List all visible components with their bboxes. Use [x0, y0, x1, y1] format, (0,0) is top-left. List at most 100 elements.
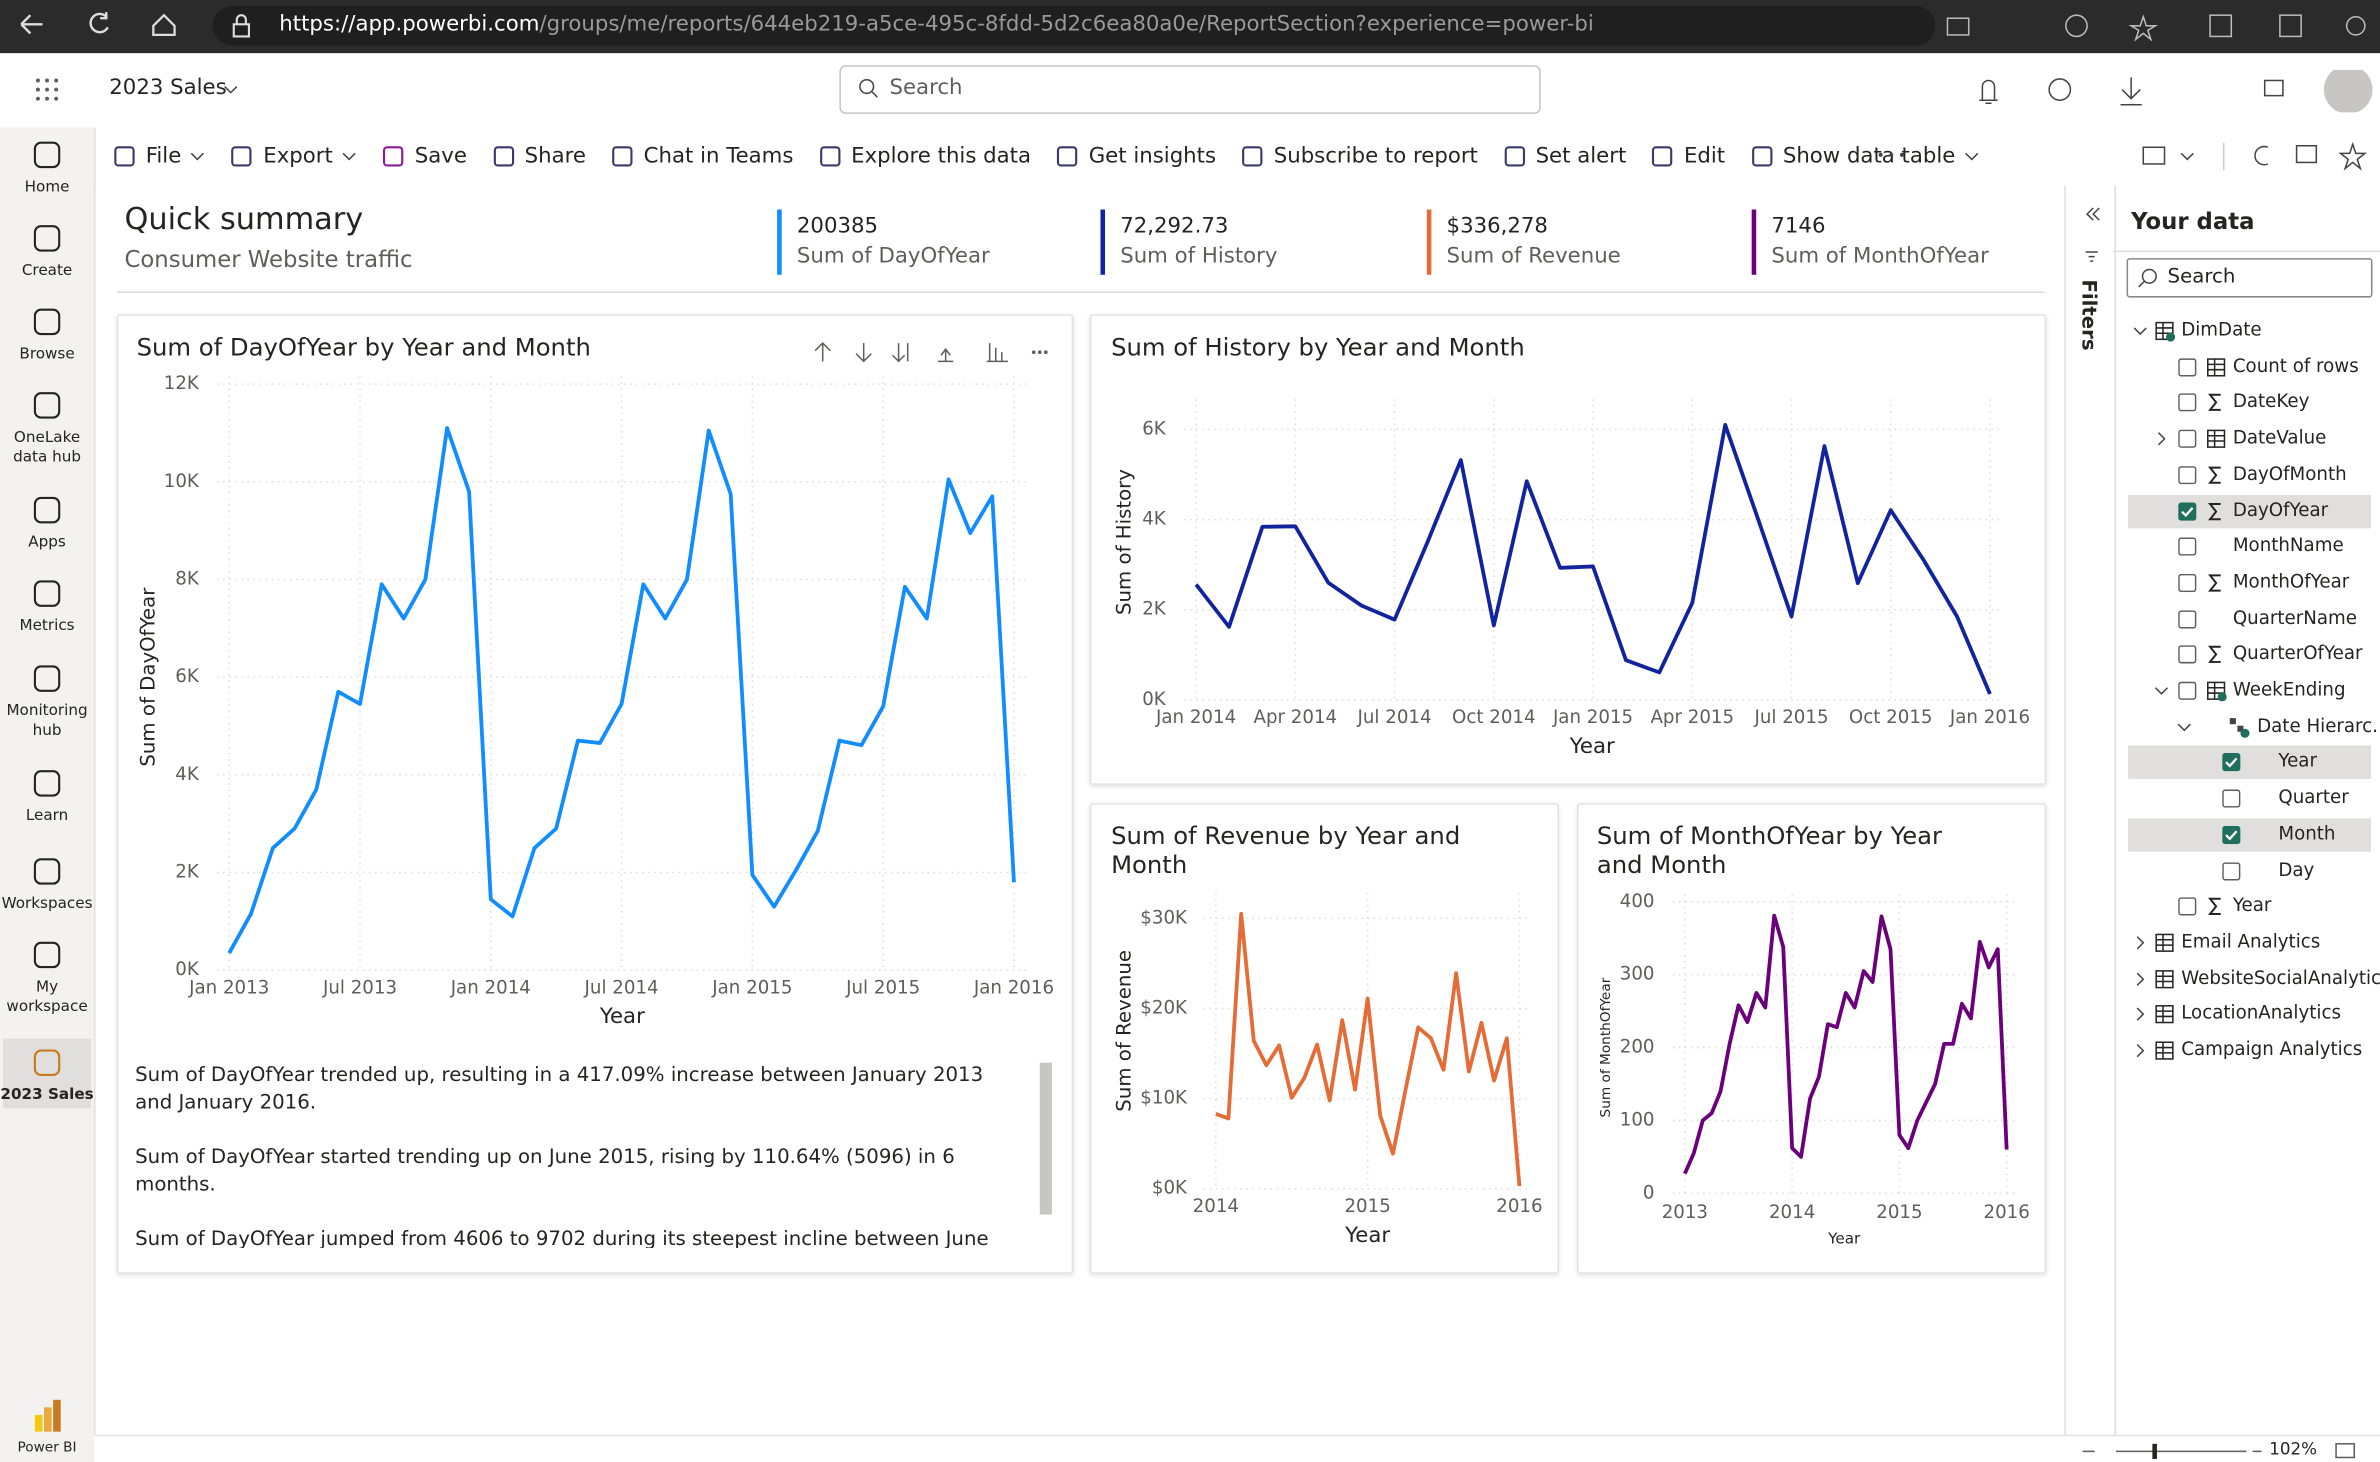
nav-label[interactable]: Learn	[25, 807, 69, 825]
zoom-slider[interactable]	[2080, 1441, 2262, 1462]
field-label[interactable]: QuarterName	[2232, 606, 2357, 628]
refresh[interactable]	[2254, 145, 2269, 166]
field-label[interactable]: DateKey	[2232, 390, 2310, 413]
help[interactable]	[2191, 76, 2217, 103]
reload-button[interactable]	[89, 12, 109, 34]
scrollbar[interactable]	[1039, 1062, 1052, 1215]
expand-toggle[interactable]	[2133, 971, 2148, 986]
toolbar-button[interactable]: Save	[381, 144, 467, 169]
checkbox[interactable]	[2222, 861, 2241, 880]
field-label[interactable]: Campaign Analytics	[2181, 1038, 2363, 1060]
field-label[interactable]: DimDate	[2181, 318, 2262, 341]
field-label[interactable]: Date Hierarc...	[2257, 714, 2380, 736]
field-label[interactable]: Month	[2278, 822, 2336, 844]
checkbox[interactable]	[2178, 429, 2197, 449]
nav-label[interactable]: OneLake data hub	[13, 429, 81, 467]
expand-toggle[interactable]	[2133, 1007, 2148, 1022]
toolbar-button[interactable]: File	[112, 144, 205, 169]
tool-icon[interactable]	[2279, 14, 2302, 38]
expand-toggle[interactable]	[2133, 1043, 2148, 1058]
drill-up[interactable]	[814, 342, 831, 362]
checkbox[interactable]	[2178, 393, 2197, 413]
toolbar-button[interactable]: Subscribe to report	[1240, 144, 1478, 169]
checkbox[interactable]	[2178, 573, 2197, 592]
more-options[interactable]	[1876, 146, 1906, 164]
checkbox[interactable]	[2178, 609, 2197, 628]
field-label[interactable]: QuarterOfYear	[2232, 642, 2363, 664]
checkbox[interactable]	[2178, 501, 2197, 520]
nav-label[interactable]: Home	[24, 179, 70, 196]
favorite-icon[interactable]	[2128, 14, 2159, 42]
expand-toggle[interactable]	[2177, 719, 2192, 734]
tool-icon[interactable]	[2065, 14, 2088, 38]
nav-label[interactable]: Apps	[28, 534, 66, 552]
toolbar-button[interactable]: Explore this data	[818, 144, 1031, 169]
expand-level[interactable]	[938, 347, 954, 363]
toolbar-button[interactable]: Get insights	[1055, 144, 1216, 169]
visual-more[interactable]	[1031, 350, 1048, 355]
field-label[interactable]: Year	[2232, 894, 2272, 916]
checkbox[interactable]	[2178, 537, 2197, 556]
nav-label[interactable]: Browse	[19, 346, 75, 363]
toolbar-button[interactable]: Edit	[1651, 144, 1725, 169]
tool-icon[interactable]	[1946, 17, 1970, 36]
search-box[interactable]	[839, 65, 1541, 114]
app-launcher[interactable]	[33, 76, 60, 103]
checkbox[interactable]	[2222, 825, 2241, 844]
field-label[interactable]: Year	[2278, 750, 2317, 772]
field-label[interactable]: MonthOfYear	[2232, 570, 2350, 592]
checkbox[interactable]	[2222, 789, 2241, 808]
nav-label[interactable]: Metrics	[19, 617, 75, 635]
share-feedback[interactable]	[2263, 79, 2284, 97]
toolbar-button[interactable]: Set alert	[1502, 144, 1626, 169]
field-label[interactable]: Quarter	[2278, 786, 2349, 808]
expand-toggle[interactable]	[2154, 683, 2169, 698]
focus-mode[interactable]	[986, 343, 1008, 363]
expand-toggle[interactable]	[2133, 935, 2148, 950]
tool-icon[interactable]	[2345, 15, 2366, 36]
field-label[interactable]: Count of rows	[2232, 354, 2359, 377]
back-button[interactable]	[20, 14, 43, 35]
nav-label[interactable]: Workspaces	[1, 895, 93, 913]
avatar[interactable]	[2323, 69, 2373, 113]
tool-icon[interactable]	[2209, 14, 2233, 38]
nav-label[interactable]: Create	[21, 262, 73, 280]
nav-label[interactable]: My workspace	[6, 979, 88, 1016]
field-label[interactable]: WebsiteSocialAnalytics	[2181, 966, 2380, 988]
toolbar-button[interactable]: Share	[491, 144, 586, 169]
download[interactable]	[2120, 77, 2142, 106]
checkbox[interactable]	[2178, 645, 2197, 664]
visual-panel[interactable]	[1089, 314, 2047, 785]
checkbox[interactable]	[2222, 753, 2241, 772]
toolbar-button[interactable]: Chat in Teams	[610, 144, 793, 169]
field-label[interactable]: LocationAnalytics	[2181, 1002, 2341, 1024]
field-label[interactable]: Day	[2278, 858, 2315, 880]
expand-toggle[interactable]	[2133, 323, 2148, 338]
field-label[interactable]: MonthName	[2232, 534, 2344, 556]
field-label[interactable]: DateValue	[2232, 426, 2327, 449]
drill-down[interactable]	[855, 343, 872, 363]
field-label[interactable]: DayOfYear	[2232, 498, 2329, 520]
checkbox[interactable]	[2178, 357, 2197, 377]
nav-label[interactable]: Monitoring hub	[6, 702, 88, 740]
expand-toggle[interactable]	[2154, 431, 2169, 446]
toolbar-button[interactable]: Export	[230, 144, 357, 169]
checkbox[interactable]	[2178, 897, 2197, 916]
report-name[interactable]: 2023 Sales	[109, 75, 227, 101]
checkbox[interactable]	[2178, 681, 2197, 700]
notifications[interactable]	[1979, 79, 1998, 104]
address-bar[interactable]	[212, 6, 1936, 46]
field-label[interactable]: DayOfMonth	[2232, 462, 2347, 484]
view-menu[interactable]	[2142, 146, 2166, 165]
settings[interactable]	[2048, 78, 2072, 101]
data-search[interactable]	[2126, 258, 2373, 298]
favorite[interactable]	[2338, 141, 2368, 171]
toolbar-button[interactable]: Show data table	[1749, 144, 1979, 169]
next-level[interactable]	[891, 343, 909, 363]
nav-label[interactable]: 2023 Sales	[0, 1087, 94, 1104]
field-label[interactable]: Email Analytics	[2181, 930, 2321, 952]
fit-page[interactable]	[2335, 1442, 2356, 1460]
field-label[interactable]: WeekEnding	[2232, 678, 2346, 700]
filters-pane[interactable]	[2064, 185, 2116, 1435]
comments[interactable]	[2295, 144, 2318, 164]
